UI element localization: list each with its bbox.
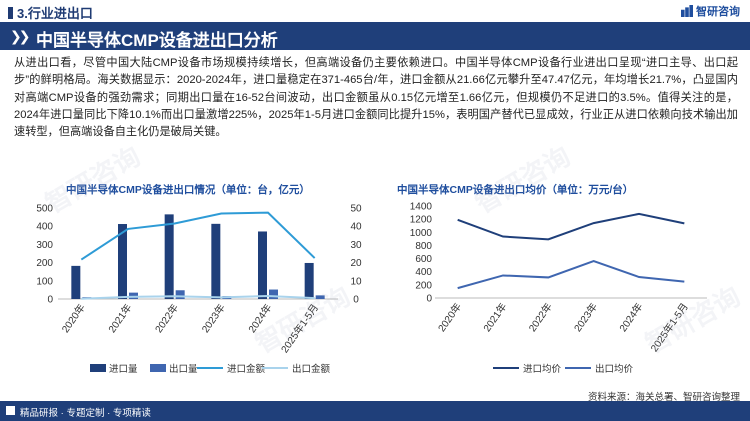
y-right-tick-label: 30 [350,240,362,251]
x-tick-label: 2025年1-5月 [648,300,691,354]
line-export-price [457,259,685,290]
line-import-price [457,212,685,241]
source-note: 资料来源：海关总署、智研咨询整理 [587,392,740,403]
legend-swatch [90,364,106,372]
y-tick-label: 0 [426,294,432,305]
y-right-tick-label: 50 [350,204,362,215]
bar-import-qty [118,224,127,299]
legend-label: 出口均价 [595,363,634,375]
y-right-tick-label: 20 [350,258,362,269]
y-left-tick-label: 100 [36,276,53,287]
x-tick-label: 2024年 [616,300,645,334]
x-tick-label: 2020年 [59,301,88,335]
summary-paragraph: 从进出口看，尽管中国大陆CMP设备市场规模持续增长，但高端设备仍主要依赖进口。中… [14,57,738,139]
bar-export-qty [315,295,325,299]
y-left-tick-label: 500 [36,204,53,215]
footer-icon [6,406,15,415]
bar-import-qty [71,265,81,299]
legend-label: 出口金额 [292,363,331,375]
y-tick-label: 200 [415,280,432,291]
x-tick-label: 2023年 [571,300,600,334]
bar-import-qty [258,231,267,299]
chart-title: 中国半导体CMP设备进出口均价（单位：万元/台） [397,184,634,196]
y-tick-label: 1400 [410,202,433,213]
x-tick-label: 2021年 [480,300,509,334]
footer-tagline: 精品研报 · 专题定制 · 专项精读 [20,408,151,419]
section-label-text: 3.行业进出口 [17,6,93,21]
y-right-tick-label: 40 [350,222,362,233]
x-tick-label: 2022年 [152,301,181,335]
y-left-tick-label: 0 [47,295,53,306]
y-tick-label: 1200 [410,215,433,226]
x-tick-label: 2022年 [526,300,555,334]
brand-logo: 智研咨询 [681,3,740,19]
import-export-chart: 中国半导体CMP设备进出口情况（单位：台，亿元） 0 100 200 300 400 50… [20,180,370,388]
y-right-tick-label: 10 [350,276,362,287]
x-tick-label: 2025年1-5月 [278,301,321,355]
logo-text: 智研咨询 [696,6,740,18]
section-label: 3.行业进出口 [8,3,93,22]
legend-label: 出口量 [169,363,198,375]
top-bar: 3.行业进出口 智研咨询 [0,0,750,22]
y-tick-label: 1000 [410,228,433,239]
legend-label: 进口均价 [523,363,562,375]
bar-import-qty [304,262,314,299]
x-tick-label: 2024年 [245,301,274,335]
page-title: 中国半导体CMP设备进出口分析 [36,31,278,50]
section-marker [8,7,13,19]
title-bar: ❯❯ 中国半导体CMP设备进出口分析 [0,22,750,50]
y-left-tick-label: 300 [36,240,53,251]
y-tick-label: 600 [415,254,432,265]
line-export-amount [81,294,315,300]
line-import-amount [80,211,316,261]
bar-import-qty [164,214,174,299]
y-left-tick-label: 400 [36,222,53,233]
footer-bar: 精品研报 · 专题定制 · 专项精读 [0,401,750,421]
y-tick-label: 400 [415,267,432,278]
x-tick-label: 2021年 [105,301,134,335]
x-tick-label: 2020年 [435,300,464,334]
bar-export-qty [269,289,278,299]
double-chevron-icon: ❯❯ [10,28,31,44]
legend-label: 进口量 [109,364,138,375]
bar-import-qty [211,223,221,299]
bar-export-qty [175,290,185,299]
average-price-chart-svg: 0 200 400 600 800 1000 1200 1400 2020年 2021年 2022年… [410,202,707,375]
chart-title: 中国半导体CMP设备进出口情况（单位：台，亿元） [66,184,310,196]
y-left-tick-label: 200 [36,258,53,269]
average-price-chart: 中国半导体CMP设备进出口均价（单位：万元/台） 0 200 400 600 800 10… [385,180,740,388]
import-export-chart-svg: 0 100 200 300 400 500 0 10 20 30 40 50 2020年 2021年 202… [36,204,362,376]
y-tick-label: 800 [415,241,432,252]
bar-chart-logo-icon [681,5,693,17]
y-right-tick-label: 0 [353,295,359,306]
x-tick-label: 2023年 [199,301,228,335]
legend-swatch [150,364,166,372]
legend-label: 进口金额 [227,363,266,375]
